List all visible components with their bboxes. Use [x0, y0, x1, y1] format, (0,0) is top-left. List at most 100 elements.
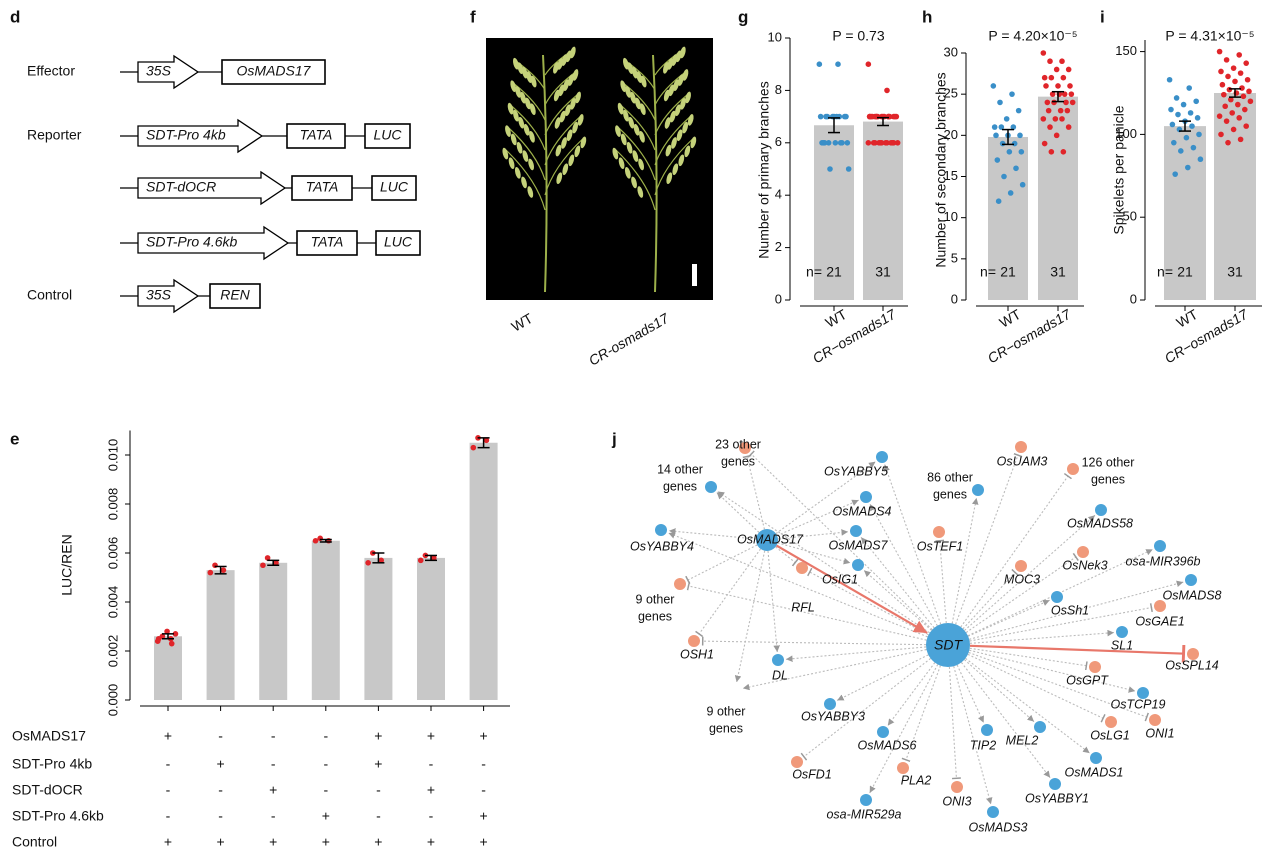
- spikelet: [522, 150, 529, 162]
- gene-name: TATA: [311, 234, 344, 250]
- y-tick-label: 5: [951, 250, 958, 265]
- table-cell: +: [164, 728, 172, 744]
- spikelet: [507, 102, 514, 115]
- target-edge: [807, 567, 929, 636]
- target-edge: [716, 492, 760, 533]
- target-edge: [836, 654, 929, 701]
- table-cell: +: [480, 808, 488, 824]
- promoter-name: 35S: [146, 63, 172, 79]
- bar: [814, 125, 854, 300]
- table-row-label: SDT-Pro 4kb: [12, 756, 92, 772]
- data-point: [1230, 65, 1237, 71]
- bar: [1164, 126, 1206, 300]
- spikelet: [569, 46, 576, 59]
- table-cell: -: [166, 782, 171, 798]
- spikelet: [633, 123, 640, 136]
- node-label: 14 other: [657, 462, 703, 476]
- data-point: [1223, 57, 1230, 63]
- data-point: [1218, 131, 1224, 138]
- data-point: [884, 87, 890, 94]
- table-cell: -: [271, 756, 276, 772]
- table-cell: +: [322, 834, 330, 850]
- data-point: [260, 562, 266, 569]
- sample-size-label: n=: [1157, 264, 1173, 280]
- node-label: OsYABBY5: [824, 464, 888, 478]
- gene-box: [296, 230, 358, 256]
- node-label: osa-MIR529a: [826, 807, 901, 821]
- bar: [259, 562, 288, 700]
- y-tick-label: 0.002: [105, 635, 120, 668]
- table-row-label: Control: [12, 834, 57, 850]
- data-point: [1017, 132, 1023, 139]
- y-tick-label: 8: [775, 82, 782, 97]
- target-edge: [964, 514, 1096, 631]
- data-point: [878, 140, 885, 146]
- node-label: OsMADS17: [737, 532, 804, 546]
- target-edge: [775, 461, 876, 535]
- gene-node: [852, 559, 864, 571]
- regulation-edge: [775, 544, 928, 634]
- data-point: [264, 555, 271, 561]
- bar: [311, 540, 340, 700]
- sample-size: 21: [1000, 264, 1016, 280]
- spikelet: [530, 75, 537, 88]
- spikelet: [527, 186, 534, 198]
- data-point: [1197, 156, 1204, 163]
- gene-node: [1154, 540, 1166, 552]
- data-point: [884, 140, 890, 146]
- node-label: OsTCP19: [1111, 697, 1166, 711]
- data-point: [1168, 106, 1174, 113]
- gene-node: [824, 698, 836, 710]
- table-cell: +: [480, 728, 488, 744]
- spikelet: [679, 46, 686, 59]
- data-point: [816, 61, 823, 67]
- spikelet: [631, 66, 638, 79]
- data-point: [991, 124, 998, 130]
- node-label: TIP2: [970, 738, 996, 752]
- gene-name: LUC: [384, 234, 413, 250]
- panicle-branch: [508, 127, 546, 181]
- spikelet: [563, 79, 569, 91]
- spikelet: [680, 97, 686, 110]
- data-point: [1222, 103, 1228, 110]
- table-cell: -: [323, 728, 328, 744]
- gene-node: [987, 806, 999, 818]
- promoter-name: SDT-Pro 4.6kb: [146, 234, 238, 250]
- data-point: [998, 124, 1005, 130]
- data-point: [1067, 83, 1073, 89]
- spikelet: [566, 129, 573, 142]
- spikelet: [672, 163, 679, 176]
- data-point: [817, 113, 824, 120]
- spikelet: [529, 130, 535, 143]
- y-tick-label: 0.004: [105, 586, 120, 619]
- data-point: [1187, 110, 1194, 116]
- target-edge: [869, 503, 938, 627]
- data-point: [894, 140, 901, 146]
- data-point: [1225, 73, 1231, 80]
- target-edge: [969, 649, 1136, 693]
- table-cell: -: [218, 728, 223, 744]
- node-label: ONI1: [1145, 726, 1174, 740]
- spikelet: [510, 80, 517, 92]
- data-point: [1051, 99, 1057, 106]
- gene-node: [1015, 560, 1027, 572]
- table-cell: +: [269, 782, 277, 798]
- spikelet: [623, 109, 629, 122]
- spikelet: [554, 117, 561, 129]
- construct-label: Control: [27, 287, 72, 303]
- data-point: [1190, 144, 1197, 151]
- spikelet: [512, 57, 519, 70]
- target-edge: [776, 499, 859, 537]
- target-edge: [860, 536, 935, 629]
- data-point: [378, 557, 385, 564]
- data-point: [207, 569, 214, 576]
- data-point: [1239, 85, 1245, 91]
- chart-title: P = 0.73: [832, 28, 885, 44]
- target-edge: [962, 568, 1019, 630]
- data-point: [1053, 132, 1060, 139]
- node-label: OsGAE1: [1135, 614, 1184, 628]
- y-tick-label: 150: [1115, 43, 1137, 58]
- target-edge: [960, 662, 1051, 778]
- bar: [417, 557, 445, 700]
- gene-node: [1185, 574, 1197, 586]
